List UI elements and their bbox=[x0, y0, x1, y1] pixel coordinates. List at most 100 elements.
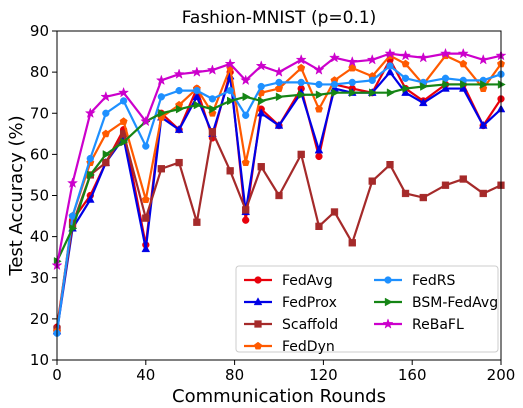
data-point-fedprox bbox=[174, 124, 184, 133]
data-point-bsm-fedavg bbox=[69, 224, 78, 233]
data-point-fedrs bbox=[368, 76, 376, 84]
data-point-scaffold bbox=[297, 150, 305, 159]
legend-item-scaffold: Scaffold bbox=[244, 317, 338, 333]
data-point-rebafl bbox=[224, 58, 236, 69]
y-axis-title: Test Accuracy (%) bbox=[6, 115, 27, 276]
legend-item-rebafl: ReBaFL bbox=[374, 317, 464, 333]
data-point-scaffold bbox=[157, 165, 165, 173]
data-point-scaffold bbox=[368, 177, 376, 185]
chart-title: Fashion-MNIST (p=0.1) bbox=[182, 8, 377, 28]
data-point-feddyn bbox=[297, 63, 306, 72]
data-point-feddyn bbox=[241, 158, 250, 167]
legend-item-fedavg: FedAvg bbox=[244, 273, 333, 289]
data-point-rebafl bbox=[346, 55, 358, 67]
data-point-feddyn bbox=[101, 129, 110, 138]
data-point-bsm-fedavg bbox=[258, 96, 267, 106]
data-point-scaffold bbox=[175, 158, 183, 167]
data-point-fedrs bbox=[401, 74, 410, 82]
y-tick-label: 30 bbox=[30, 269, 49, 287]
data-point-fedrs bbox=[297, 78, 305, 87]
data-point-bsm-fedavg bbox=[158, 108, 167, 118]
data-point-bsm-fedavg bbox=[120, 137, 129, 147]
data-point-fedrs bbox=[208, 95, 217, 103]
legend-label: ReBaFL bbox=[412, 317, 464, 333]
data-point-bsm-fedavg bbox=[298, 90, 306, 100]
data-point-fedrs bbox=[175, 86, 183, 95]
legend-swatch-marker bbox=[382, 318, 394, 329]
data-point-bsm-fedavg bbox=[242, 92, 251, 102]
data-point-fedrs bbox=[257, 82, 265, 91]
data-point-scaffold bbox=[479, 189, 487, 198]
data-point-bsm-fedavg bbox=[349, 88, 358, 98]
data-point-fedrs bbox=[193, 86, 201, 95]
data-point-scaffold bbox=[315, 222, 323, 230]
data-point-rebafl bbox=[66, 177, 79, 188]
data-point-feddyn bbox=[141, 195, 150, 204]
data-point-fedrs bbox=[330, 80, 339, 89]
data-point-fedprox bbox=[85, 194, 95, 203]
data-point-scaffold bbox=[242, 206, 250, 214]
y-tick-label: 20 bbox=[30, 310, 49, 328]
data-point-bsm-fedavg bbox=[102, 150, 111, 159]
legend-box bbox=[235, 265, 499, 353]
data-point-fedrs bbox=[242, 111, 250, 119]
legend-swatch-marker bbox=[254, 320, 262, 328]
data-point-fedprox bbox=[418, 98, 428, 107]
data-point-fedprox bbox=[274, 120, 284, 129]
legend-item-bsm-fedavg: BSM-FedAvg bbox=[374, 295, 498, 311]
data-point-bsm-fedavg bbox=[209, 104, 218, 114]
data-point-fedrs bbox=[226, 86, 234, 95]
data-point-bsm-fedavg bbox=[275, 92, 284, 102]
data-point-rebafl bbox=[384, 47, 396, 59]
data-point-scaffold bbox=[459, 175, 467, 183]
legend-label: FedAvg bbox=[282, 273, 333, 289]
data-point-fedprox bbox=[141, 244, 151, 253]
y-tick-label: 40 bbox=[30, 228, 49, 246]
data-point-fedrs bbox=[119, 97, 128, 105]
data-point-scaffold bbox=[226, 167, 234, 175]
data-point-scaffold bbox=[330, 208, 339, 216]
data-point-scaffold bbox=[257, 163, 265, 171]
data-point-bsm-fedavg bbox=[331, 88, 340, 98]
data-point-fedprox bbox=[385, 67, 395, 76]
legend-item-feddyn: FedDyn bbox=[244, 339, 335, 355]
data-point-scaffold bbox=[208, 128, 217, 136]
y-tick-label: 60 bbox=[30, 145, 49, 163]
data-point-rebafl bbox=[417, 51, 429, 63]
y-tick-label: 50 bbox=[30, 187, 49, 205]
legend-swatch-marker bbox=[253, 297, 263, 306]
data-point-bsm-fedavg bbox=[227, 96, 235, 106]
data-point-fedprox bbox=[478, 120, 488, 129]
y-axis: 10 20 30 40 50 60 70 80 90 bbox=[30, 22, 57, 369]
data-point-fedrs bbox=[386, 62, 394, 70]
legend-swatch-marker bbox=[384, 276, 392, 284]
y-tick-label: 80 bbox=[30, 63, 49, 81]
x-axis-title: Communication Rounds bbox=[172, 386, 386, 407]
data-point-fedrs bbox=[102, 109, 110, 117]
data-point-rebafl bbox=[191, 66, 203, 77]
data-point-fedrs bbox=[275, 78, 283, 87]
data-point-fedavg bbox=[315, 152, 323, 161]
data-point-scaffold bbox=[348, 239, 356, 247]
data-point-fedrs bbox=[315, 80, 323, 89]
legend-label: FedRS bbox=[412, 273, 456, 289]
y-tick-label: 10 bbox=[30, 351, 49, 369]
data-point-feddyn bbox=[314, 104, 323, 113]
data-point-rebafl bbox=[477, 53, 489, 65]
data-point-rebafl bbox=[100, 90, 112, 102]
data-point-rebafl bbox=[118, 86, 130, 98]
legend-swatch-marker bbox=[384, 297, 393, 307]
data-point-feddyn bbox=[401, 59, 410, 68]
data-point-fedrs bbox=[142, 142, 150, 150]
data-point-scaffold bbox=[142, 214, 150, 222]
data-point-fedprox bbox=[256, 108, 266, 117]
data-point-fedrs bbox=[157, 93, 165, 101]
data-point-rebafl bbox=[155, 74, 167, 86]
legend-label: FedProx bbox=[282, 295, 337, 311]
data-point-fedrs bbox=[441, 74, 450, 82]
data-point-scaffold bbox=[386, 161, 394, 169]
legend-label: BSM-FedAvg bbox=[412, 295, 498, 311]
legend-item-fedrs: FedRS bbox=[374, 273, 456, 289]
data-point-bsm-fedavg bbox=[193, 100, 202, 110]
